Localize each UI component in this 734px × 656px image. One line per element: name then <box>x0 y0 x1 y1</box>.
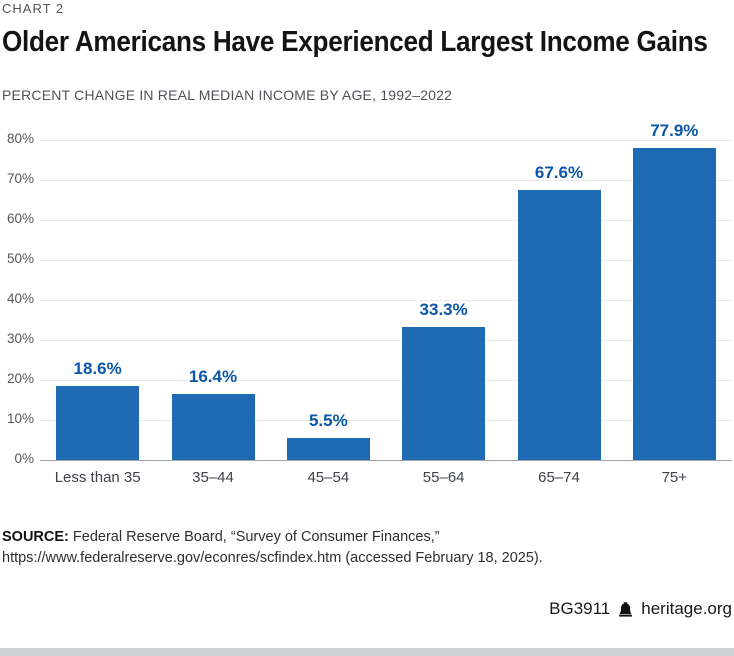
bar <box>56 385 140 460</box>
gridline <box>40 260 732 261</box>
source-line-2: https://www.federalreserve.gov/econres/s… <box>2 550 543 566</box>
bar-value-label: 16.4% <box>188 367 238 387</box>
x-tick-label: Less than 35 <box>54 469 141 486</box>
source-text: Federal Reserve Board, “Survey of Consum… <box>68 529 440 545</box>
y-tick-label: 40% <box>6 291 34 306</box>
x-tick-label: 65–74 <box>538 469 580 486</box>
chart-subtitle: PERCENT CHANGE IN REAL MEDIAN INCOME BY … <box>2 87 453 103</box>
gridline <box>40 180 732 181</box>
liberty-bell-icon <box>617 601 634 618</box>
y-tick-label: 80% <box>6 131 34 146</box>
x-tick-label: 45–54 <box>307 469 350 486</box>
x-tick-label: 55–64 <box>422 469 465 486</box>
gridline <box>40 220 732 221</box>
gridline <box>40 420 732 421</box>
gridline <box>40 300 732 301</box>
x-axis-line <box>40 460 732 461</box>
source-note: SOURCE: Federal Reserve Board, “Survey o… <box>2 527 543 569</box>
x-tick-label: 75+ <box>661 469 688 486</box>
source-line-1: SOURCE: Federal Reserve Board, “Survey o… <box>2 527 543 548</box>
y-tick-label: 70% <box>6 171 34 186</box>
bar <box>632 148 716 460</box>
y-tick-label: 30% <box>6 331 34 346</box>
bar-value-label: 77.9% <box>650 121 699 141</box>
bar-value-label: 18.6% <box>73 358 122 378</box>
bar <box>286 438 370 460</box>
chart-kicker: CHART 2 <box>2 1 65 16</box>
bar <box>517 189 601 460</box>
y-tick-label: 60% <box>6 211 34 226</box>
chart-title: Older Americans Have Experienced Largest… <box>2 26 708 58</box>
source-label: SOURCE: <box>2 529 69 545</box>
bar <box>171 394 255 460</box>
y-tick-label: 10% <box>6 411 34 426</box>
report-id: BG3911 <box>549 599 611 618</box>
gridline <box>40 140 732 141</box>
y-tick-label: 50% <box>6 251 34 266</box>
gridline <box>40 340 732 341</box>
y-tick-label: 20% <box>6 371 34 386</box>
gridline <box>40 380 732 381</box>
bar-value-label: 33.3% <box>419 299 468 319</box>
bar-value-label: 5.5% <box>308 411 348 430</box>
bar-value-label: 67.6% <box>534 162 584 182</box>
footer: BG3911 heritage.org <box>549 599 732 619</box>
bar <box>402 326 486 460</box>
bottom-strip <box>0 648 734 656</box>
site-name: heritage.org <box>641 599 732 618</box>
x-tick-label: 35–44 <box>192 469 234 486</box>
y-tick-label: 0% <box>14 451 34 466</box>
